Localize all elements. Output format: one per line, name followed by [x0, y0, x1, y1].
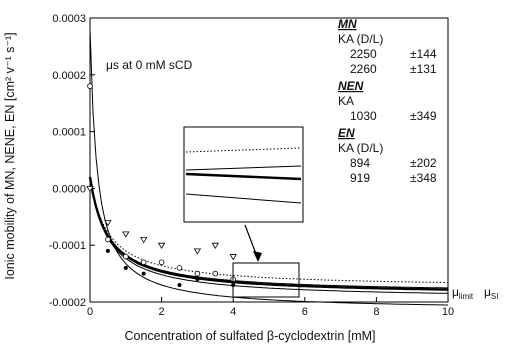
legend-ka-label: KA (D/L) [338, 141, 383, 155]
fit-curve-2 [89, 176, 448, 289]
fit-curves [88, 29, 449, 306]
data-point-circle [87, 83, 93, 89]
inset-curve-bold [185, 172, 302, 181]
data-point-triangle [139, 237, 148, 244]
legend-error: ±144 [410, 47, 437, 61]
annotation-mu-s: μs at 0 mM sCD [106, 58, 193, 72]
data-point-circle [212, 270, 219, 277]
fit-curve-4 [89, 176, 448, 294]
x-tick-label: 0 [87, 306, 93, 318]
axis-ticks: 0 2 4 6 8 10 -0.0002 -0.0001 0.0000 0.0001 0.0002 0… [49, 13, 454, 318]
legend-error: ±131 [410, 62, 437, 76]
legend-value: 894 [350, 156, 370, 170]
zoom-arrowhead [253, 251, 262, 262]
legend-error: ±349 [410, 109, 437, 123]
y-tick-label: 0.0002 [52, 70, 86, 82]
inset-curve-dotted [185, 147, 302, 153]
data-point-circle [105, 236, 111, 243]
legend-error: ±348 [410, 171, 437, 185]
label-mu-si: μSI [484, 285, 498, 301]
data-point-dot [141, 271, 146, 276]
data-point-circle [140, 259, 147, 266]
x-tick-label: 4 [230, 306, 236, 318]
y-tick-label: -0.0002 [49, 297, 86, 309]
fit-curve-5 [89, 29, 448, 306]
legend-error: ±202 [410, 156, 437, 170]
x-tick-label: 2 [159, 306, 165, 318]
plot-frame [89, 17, 449, 303]
data-point-triangle [193, 248, 202, 255]
fit-curve-1 [89, 176, 448, 283]
data-point-dot [105, 248, 110, 253]
x-tick-label: 10 [442, 306, 454, 318]
legend-value: 1030 [350, 109, 377, 123]
inset [183, 126, 304, 223]
legend-ka-label: KA (D/L) [338, 32, 383, 46]
data-point-triangle [211, 242, 220, 249]
legend-value: 919 [350, 171, 370, 185]
legend-header: MN [338, 17, 357, 31]
label-mu-limit: μlimit [452, 285, 474, 301]
data-point-circle [176, 265, 183, 271]
y-tick-label: 0.0000 [52, 183, 86, 195]
data-point-dot [177, 282, 182, 287]
data-point-triangle [104, 220, 112, 227]
x-tick-label: 8 [373, 306, 379, 318]
legend-header: EN [338, 126, 355, 140]
zoom-region-box [232, 262, 300, 298]
y-tick-label: 0.0001 [52, 127, 86, 139]
data-point-dot [123, 265, 128, 270]
data-point-triangle [157, 242, 166, 249]
y-axis-label: Ionic mobility of MN, NENE, EN [cm² v⁻¹ … [3, 32, 17, 279]
data-point-dot [195, 277, 200, 282]
y-tick-label: 0.0003 [52, 13, 86, 25]
y-tick-label: -0.0001 [49, 240, 86, 252]
data-point-triangle [122, 231, 130, 238]
inset-curve-3 [185, 193, 302, 204]
legend-header: NEN [338, 79, 364, 93]
data-points [86, 83, 237, 287]
x-axis-label: Concentration of sulfated β-cyclodextrin… [124, 329, 375, 343]
legend-value: 2260 [350, 62, 377, 76]
x-tick-label: 6 [302, 306, 308, 318]
fit-curve-3 [88, 176, 449, 291]
inset-curve-1 [185, 165, 302, 171]
legend-ka-label: KA [338, 94, 354, 108]
data-point-circle [123, 253, 129, 260]
data-point-triangle [86, 185, 94, 193]
data-point-triangle [229, 254, 237, 261]
data-point-circle [194, 270, 201, 277]
legend-value: 2250 [350, 47, 377, 61]
data-point-circle [158, 259, 165, 266]
